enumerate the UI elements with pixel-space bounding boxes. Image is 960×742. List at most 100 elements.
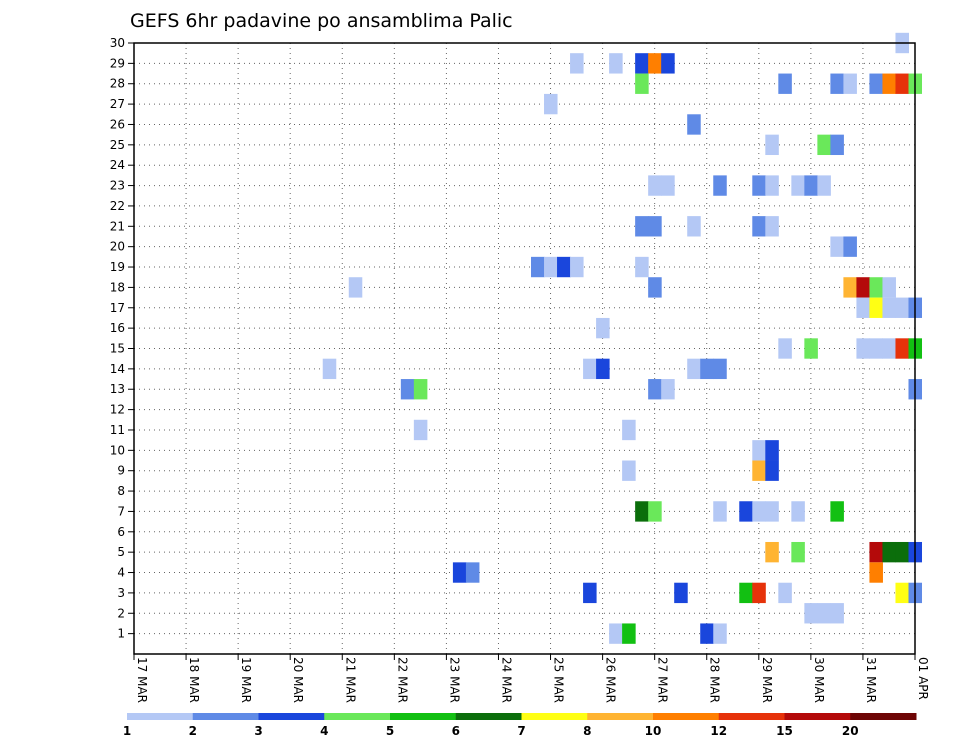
heatmap-cell [804,338,818,359]
y-tick-label: 24 [110,158,125,172]
heatmap-cell [843,277,857,298]
legend-label: 10 [645,724,662,738]
heatmap-cell [765,440,779,461]
x-tick-label: 27 MAR [656,657,670,703]
legend-swatch [718,713,785,720]
heatmap-cell [635,501,649,522]
y-tick-label: 14 [110,362,125,376]
heatmap-cell [882,297,896,318]
y-tick-label: 8 [117,484,125,498]
y-tick-label: 20 [110,240,125,254]
heatmap-cell [843,73,857,94]
y-tick-label: 28 [110,77,125,91]
heatmap-cell [804,175,818,196]
heatmap-cell [856,297,870,318]
y-tick-label: 10 [110,443,125,457]
heatmap-cell [895,297,909,318]
heatmap-cell [895,338,909,359]
heatmap-cell [544,256,558,278]
heatmap-cell [596,317,610,339]
heatmap-cell [765,541,779,563]
heatmap-cell [817,175,831,196]
legend-swatch [324,713,391,720]
heatmap-cell [661,379,675,400]
legend-swatch [455,713,522,720]
heatmap-cell [661,175,675,196]
y-tick-label: 12 [110,403,125,417]
heatmap-cell [635,53,649,74]
legend-label: 3 [254,724,262,738]
heatmap-cell [322,358,337,380]
heatmap-cell [791,541,805,563]
x-tick-label: 25 MAR [552,657,566,703]
y-tick-label: 25 [110,138,125,152]
heatmap-cell [869,562,883,583]
x-tick-label: 19 MAR [239,657,253,703]
heatmap-cell [674,582,688,604]
heatmap-cell [713,358,727,380]
data-cells [322,32,923,644]
heatmap-cell [661,53,675,74]
y-tick-label: 27 [110,97,125,111]
heatmap-cell [635,216,649,237]
legend-label: 7 [517,724,525,738]
legend-swatch [192,713,259,720]
heatmap-cell [817,134,831,156]
legend-swatch [390,713,457,720]
heatmap-cell [778,338,792,359]
legend-label: 6 [452,724,460,738]
x-tick-label: 18 MAR [187,657,201,703]
heatmap-cell [856,277,870,298]
heatmap-cell [635,73,649,94]
x-axis: 17 MAR 18 MAR 19 MAR 20 MAR 21 MAR 22 MAR 23 M… [133,654,930,703]
heatmap-cell [856,338,870,359]
y-tick-label: 9 [117,464,125,478]
heatmap-cell [765,501,779,522]
legend-swatch [258,713,325,720]
y-tick-label: 23 [110,179,125,193]
y-tick-label: 6 [117,525,125,539]
y-tick-label: 22 [110,199,125,213]
heatmap-cell [752,175,766,196]
legend-swatch [850,713,917,720]
heatmap-cell [752,460,766,481]
heatmap-cell [700,358,714,380]
heatmap-cell [882,277,896,298]
heatmap-cell [830,134,844,156]
x-tick-label: 31 MAR [864,657,878,703]
heatmap-cell [830,236,844,257]
heatmap-cell [400,379,415,400]
heatmap-cell [882,338,896,359]
heatmap-cell [348,277,363,298]
heatmap-cell [648,53,662,74]
x-tick-label: 30 MAR [812,657,826,703]
y-tick-label: 13 [110,382,125,396]
heatmap-cell [648,216,662,237]
heatmap-cell [765,134,779,156]
x-tick-label: 28 MAR [708,657,722,703]
y-tick-label: 19 [110,260,125,274]
heatmap-cell [648,501,662,522]
heatmap-cell [752,440,766,461]
legend-swatch [127,713,194,720]
heatmap-cell [609,623,623,644]
legend-label: 2 [189,724,197,738]
x-tick-label: 26 MAR [604,657,618,703]
y-tick-label: 26 [110,117,125,131]
x-tick-label: 21 MAR [343,657,357,703]
heatmap-cell [413,419,428,441]
x-tick-label: 20 MAR [291,657,305,703]
heatmap-cell [570,53,584,74]
heatmap-cell [869,297,883,318]
heatmap-cell [622,419,636,441]
heatmap-cell [713,501,727,522]
x-tick-label: 17 MAR [135,657,149,703]
x-tick-label: 01 APR [916,657,930,700]
legend-label: 1 [123,724,131,738]
x-tick-label: 22 MAR [395,657,409,703]
heatmap-cell [713,623,727,644]
y-tick-label: 16 [110,321,125,335]
heatmap-cell [752,216,766,237]
heatmap-cell [765,460,779,481]
